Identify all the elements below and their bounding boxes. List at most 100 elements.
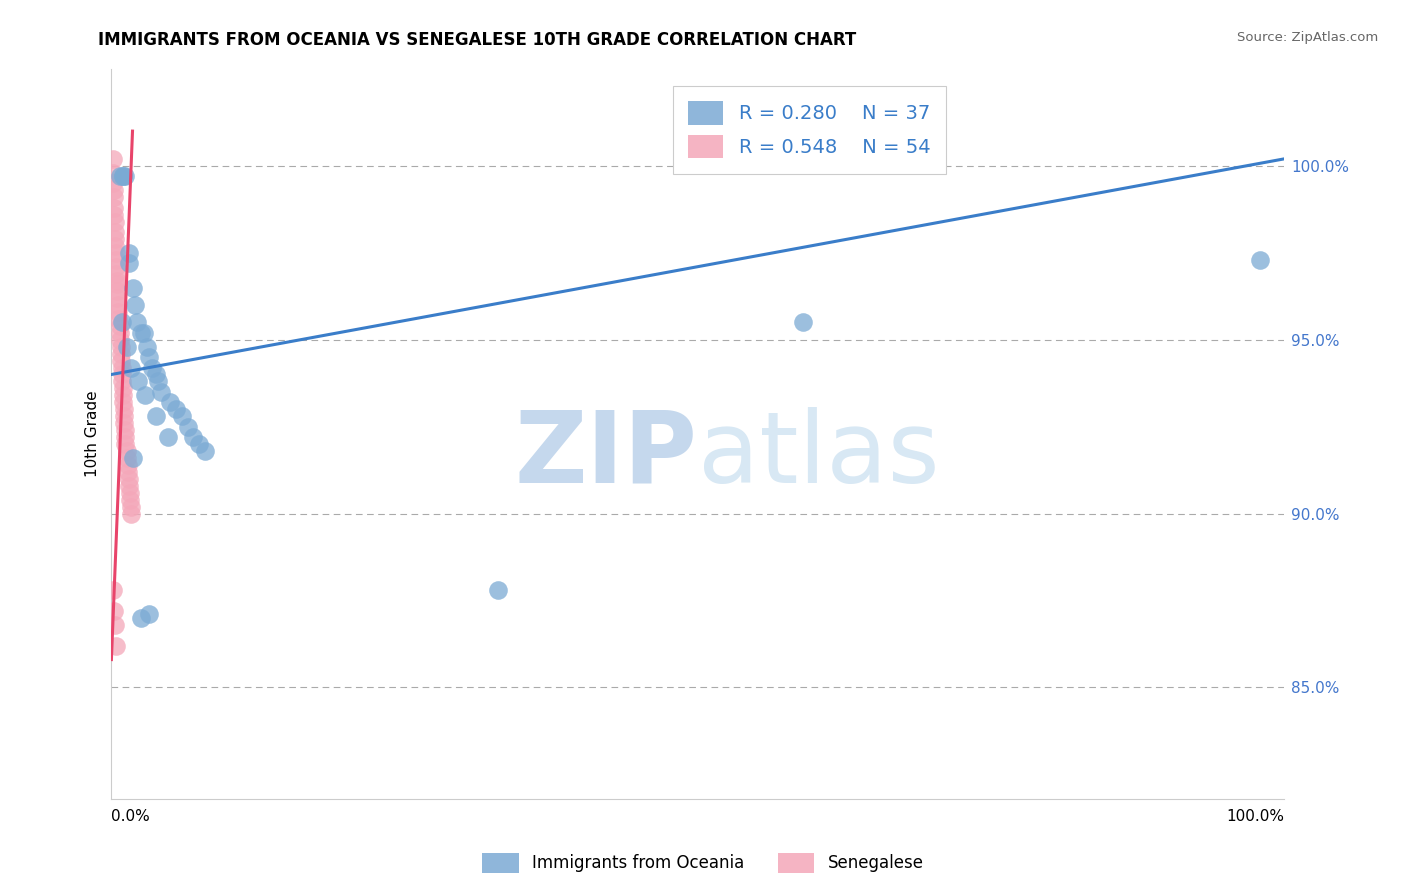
Point [120, 500, 142, 514]
Point [115, 450, 138, 465]
Point [101, 582, 124, 597]
Point [114, 430, 136, 444]
Point [104, 214, 127, 228]
Point [111, 375, 134, 389]
Point [145, 409, 167, 424]
Point [117, 465, 139, 479]
Point [103, 604, 125, 618]
Point [121, 450, 143, 465]
Point [108, 326, 131, 340]
Point [141, 360, 163, 375]
Point [165, 402, 187, 417]
Point [127, 375, 149, 389]
Point [120, 507, 142, 521]
Point [117, 458, 139, 472]
Point [101, 152, 124, 166]
Point [103, 190, 125, 204]
Point [108, 169, 131, 184]
Point [138, 350, 160, 364]
Legend: R = 0.280    N = 37, R = 0.548    N = 54: R = 0.280 N = 37, R = 0.548 N = 54 [672, 86, 946, 174]
Point [120, 360, 142, 375]
Point [105, 284, 128, 298]
Point [145, 368, 167, 382]
Point [118, 472, 141, 486]
Point [112, 395, 135, 409]
Point [176, 419, 198, 434]
Point [120, 492, 142, 507]
Point [114, 169, 136, 184]
Point [108, 318, 131, 333]
Point [105, 252, 128, 267]
Point [107, 298, 129, 312]
Point [107, 311, 129, 326]
Point [104, 239, 127, 253]
Y-axis label: 10th Grade: 10th Grade [86, 391, 100, 477]
Point [104, 232, 127, 246]
Point [114, 423, 136, 437]
Legend: Immigrants from Oceania, Senegalese: Immigrants from Oceania, Senegalese [475, 847, 931, 880]
Point [159, 395, 181, 409]
Point [104, 617, 127, 632]
Point [104, 225, 127, 239]
Point [105, 260, 128, 274]
Point [111, 315, 134, 329]
Point [118, 245, 141, 260]
Point [135, 340, 157, 354]
Point [105, 267, 128, 281]
Point [194, 444, 217, 458]
Text: 100.0%: 100.0% [1226, 809, 1284, 824]
Point [105, 291, 128, 305]
Point [112, 169, 135, 184]
Point [105, 274, 128, 288]
Point [129, 611, 152, 625]
Point [112, 402, 135, 417]
Point [129, 326, 152, 340]
Point [792, 315, 814, 329]
Point [111, 368, 134, 382]
Text: ZIP: ZIP [515, 407, 697, 504]
Point [486, 582, 509, 597]
Point [110, 340, 132, 354]
Point [112, 409, 135, 424]
Point [103, 201, 125, 215]
Point [124, 298, 146, 312]
Point [101, 176, 124, 190]
Point [105, 639, 128, 653]
Point [105, 277, 128, 291]
Point [103, 183, 125, 197]
Text: Source: ZipAtlas.com: Source: ZipAtlas.com [1237, 31, 1378, 45]
Point [148, 375, 170, 389]
Point [118, 256, 141, 270]
Point [138, 607, 160, 622]
Point [149, 384, 172, 399]
Text: 0.0%: 0.0% [111, 809, 150, 824]
Point [118, 479, 141, 493]
Point [120, 485, 142, 500]
Point [111, 360, 134, 375]
Point [156, 430, 179, 444]
Text: IMMIGRANTS FROM OCEANIA VS SENEGALESE 10TH GRADE CORRELATION CHART: IMMIGRANTS FROM OCEANIA VS SENEGALESE 10… [98, 31, 856, 49]
Point [112, 416, 135, 430]
Point [110, 346, 132, 360]
Point [112, 381, 135, 395]
Text: atlas: atlas [697, 407, 939, 504]
Point [103, 208, 125, 222]
Point [134, 388, 156, 402]
Point [110, 353, 132, 368]
Point [127, 315, 149, 329]
Point [115, 444, 138, 458]
Point [1249, 252, 1271, 267]
Point [115, 340, 138, 354]
Point [108, 333, 131, 347]
Point [107, 305, 129, 319]
Point [101, 166, 124, 180]
Point [183, 430, 205, 444]
Point [105, 245, 128, 260]
Point [134, 326, 156, 340]
Point [112, 169, 135, 184]
Point [170, 409, 193, 424]
Point [112, 388, 135, 402]
Point [114, 437, 136, 451]
Point [188, 437, 211, 451]
Point [121, 280, 143, 294]
